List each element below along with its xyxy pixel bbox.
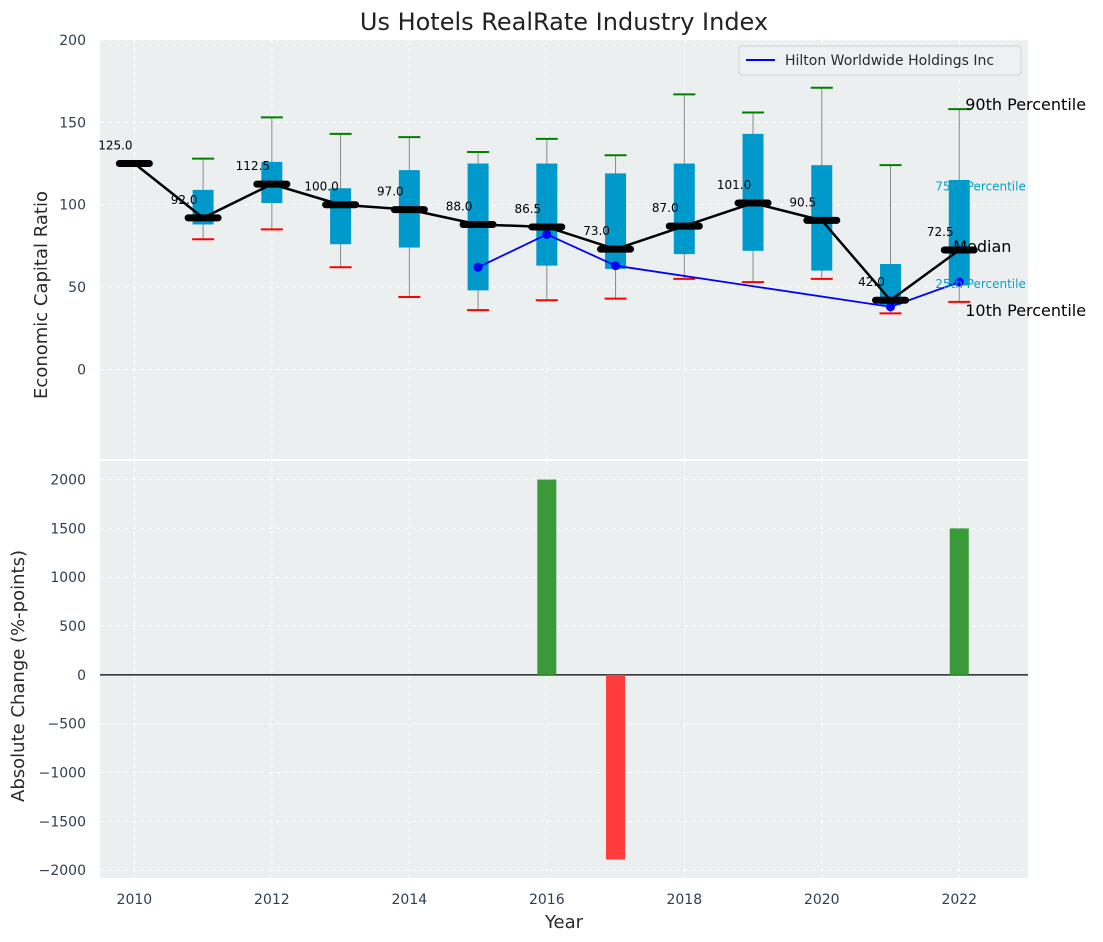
top-y-tick-label: 50 xyxy=(68,280,86,296)
bottom-y-tick-label: 1000 xyxy=(50,570,86,586)
top-panel-bg xyxy=(100,40,1028,460)
positive-change-bar xyxy=(537,479,557,675)
iqr-box xyxy=(742,133,764,251)
median-value-label: 125.0 xyxy=(98,139,132,153)
median-value-label: 92.0 xyxy=(171,193,198,207)
bottom-y-tick-label: 0 xyxy=(77,668,86,684)
positive-change-bar xyxy=(949,528,969,675)
bottom-y-tick-label: −2000 xyxy=(39,863,86,879)
bottom-y-tick-label: −1000 xyxy=(39,766,86,782)
median-value-label: 42.0 xyxy=(858,275,885,289)
median-value-label: 112.5 xyxy=(236,159,270,173)
median-value-label: 97.0 xyxy=(377,185,404,199)
legend-label: Hilton Worldwide Holdings Inc xyxy=(785,53,994,69)
top-y-tick-label: 200 xyxy=(59,33,86,49)
x-tick-label: 2012 xyxy=(254,892,290,908)
iqr-box xyxy=(948,180,970,286)
x-axis-label: Year xyxy=(544,912,584,933)
p75-annotation: 75th Percentile xyxy=(935,180,1026,194)
top-y-tick-label: 100 xyxy=(59,198,86,214)
iqr-box xyxy=(536,163,558,266)
median-annotation: Median xyxy=(953,237,1011,256)
company-point xyxy=(473,262,483,272)
iqr-box xyxy=(330,188,352,245)
median-value-label: 86.5 xyxy=(514,202,541,216)
company-point xyxy=(886,302,896,312)
bottom-y-axis-label: Absolute Change (%-points) xyxy=(8,550,29,802)
median-value-label: 101.0 xyxy=(717,178,751,192)
median-value-label: 87.0 xyxy=(652,201,679,215)
company-point xyxy=(954,277,964,287)
company-point xyxy=(611,261,621,271)
top-y-tick-label: 0 xyxy=(77,362,86,378)
x-tick-label: 2020 xyxy=(804,892,840,908)
x-tick-label: 2014 xyxy=(392,892,428,908)
bottom-y-tick-label: −500 xyxy=(48,717,86,733)
bottom-y-tick-label: −1500 xyxy=(39,814,86,830)
p25-annotation: 25th Percentile xyxy=(935,277,1026,291)
legend: Hilton Worldwide Holdings Inc xyxy=(738,45,1022,76)
p90-annotation: 90th Percentile xyxy=(965,95,1086,114)
x-tick-label: 2010 xyxy=(117,892,153,908)
top-y-tick-label: 150 xyxy=(59,115,86,131)
bottom-y-tick-label: 2000 xyxy=(50,473,86,489)
x-tick-label: 2018 xyxy=(666,892,702,908)
bottom-y-tick-label: 1500 xyxy=(50,521,86,537)
p10-annotation: 10th Percentile xyxy=(965,301,1086,320)
iqr-box xyxy=(673,163,695,255)
company-point xyxy=(542,229,552,239)
x-tick-label: 2022 xyxy=(941,892,977,908)
bottom-y-tick-label: 500 xyxy=(59,619,86,635)
median-value-label: 90.5 xyxy=(789,195,816,209)
top-y-axis-label: Economic Capital Ratio xyxy=(31,191,52,399)
median-value-label: 73.0 xyxy=(583,224,610,238)
negative-change-bar xyxy=(606,674,626,860)
chart-title: Us Hotels RealRate Industry Index xyxy=(360,8,768,36)
median-value-label: 100.0 xyxy=(304,180,338,194)
legend-box xyxy=(738,45,1022,76)
bottom-panel-bg xyxy=(100,460,1028,878)
median-value-label: 72.5 xyxy=(927,225,954,239)
median-value-label: 88.0 xyxy=(446,199,473,213)
iqr-box xyxy=(605,173,627,269)
x-tick-label: 2016 xyxy=(529,892,565,908)
